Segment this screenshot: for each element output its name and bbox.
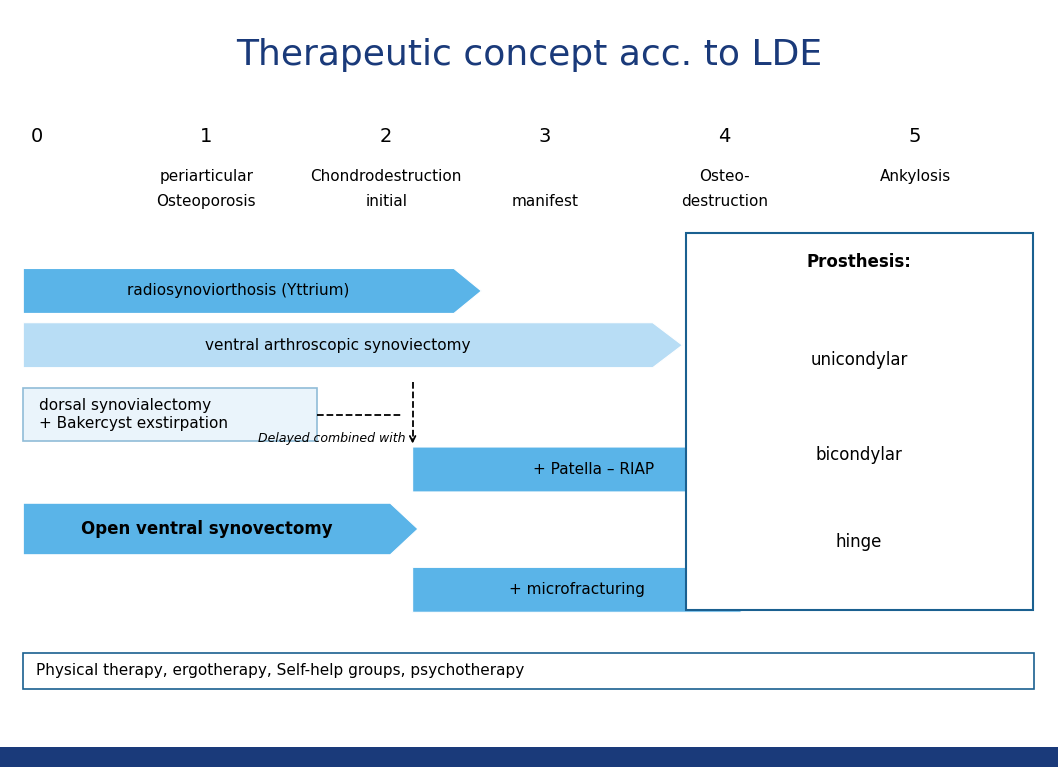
Text: 0: 0	[31, 127, 43, 146]
Text: ventral arthroscopic synoviectomy: ventral arthroscopic synoviectomy	[205, 337, 471, 353]
Bar	[23, 388, 317, 441]
Text: bicondylar: bicondylar	[816, 446, 902, 464]
Polygon shape	[413, 568, 760, 612]
Bar	[686, 233, 1033, 610]
Text: 5: 5	[909, 127, 922, 146]
Text: Delayed combined with: Delayed combined with	[258, 432, 405, 445]
Text: 4: 4	[718, 127, 731, 146]
Text: Ankylosis: Ankylosis	[879, 169, 951, 183]
Text: Open ventral synovectomy: Open ventral synovectomy	[81, 520, 332, 538]
Text: Osteo-: Osteo-	[699, 169, 750, 183]
Text: hinge: hinge	[836, 533, 882, 551]
Text: radiosynoviorthosis (Yttrium): radiosynoviorthosis (Yttrium)	[127, 284, 350, 298]
Text: manifest: manifest	[511, 195, 579, 209]
Text: Physical therapy, ergotherapy, Self-help groups, psychotherapy: Physical therapy, ergotherapy, Self-help…	[36, 663, 524, 678]
Text: Osteoporosis: Osteoporosis	[157, 195, 256, 209]
Text: 2: 2	[380, 127, 393, 146]
Text: 3: 3	[539, 127, 551, 146]
Polygon shape	[23, 503, 418, 555]
Text: + microfracturing: + microfracturing	[509, 582, 644, 597]
Text: Therapeutic concept acc. to LDE: Therapeutic concept acc. to LDE	[236, 38, 822, 72]
Text: destruction: destruction	[681, 195, 768, 209]
Text: initial: initial	[365, 195, 407, 209]
Text: unicondylar: unicondylar	[810, 351, 908, 370]
Polygon shape	[23, 268, 481, 314]
Bar	[0, 747, 1058, 767]
Polygon shape	[413, 447, 796, 492]
Text: Chondrodestruction: Chondrodestruction	[310, 169, 462, 183]
Bar	[23, 653, 1034, 689]
Text: dorsal synovialectomy
+ Bakercyst exstirpation: dorsal synovialectomy + Bakercyst exstir…	[39, 398, 229, 431]
Polygon shape	[23, 323, 682, 367]
Text: + Patella – RIAP: + Patella – RIAP	[533, 462, 654, 477]
Text: 1: 1	[200, 127, 213, 146]
Text: periarticular: periarticular	[160, 169, 253, 183]
Text: Prosthesis:: Prosthesis:	[806, 252, 912, 271]
